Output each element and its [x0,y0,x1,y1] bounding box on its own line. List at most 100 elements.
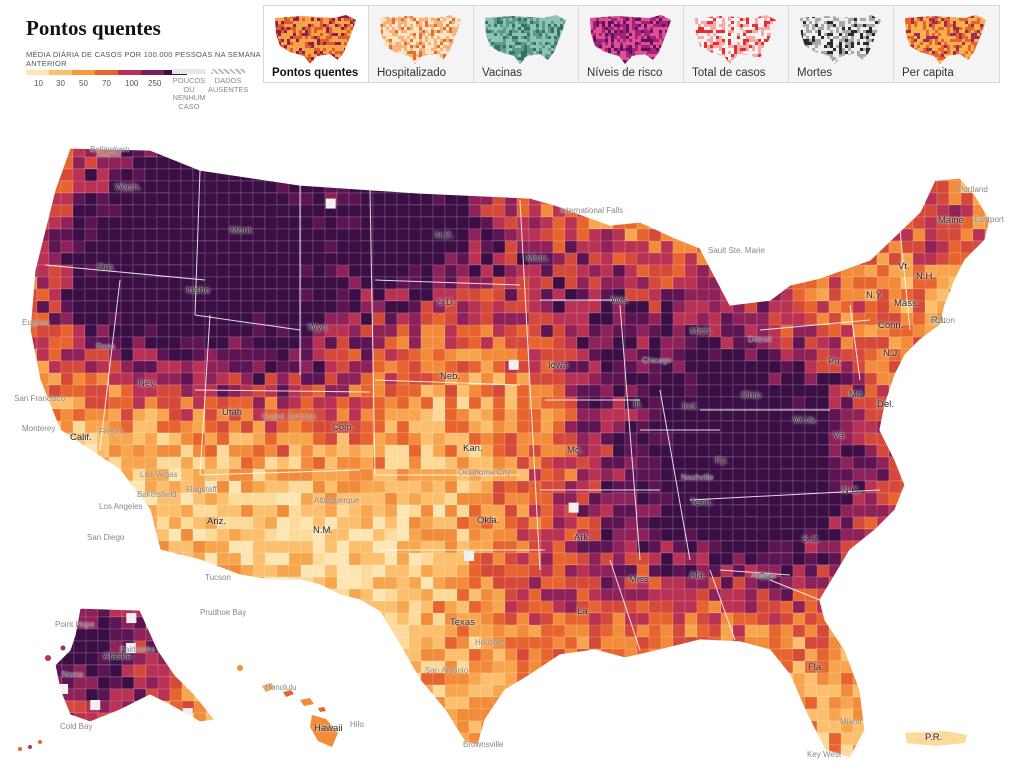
county-cell [384,528,398,542]
county-cell [636,732,662,746]
state-label: Ore. [97,262,116,273]
county-cell [960,756,974,758]
county-cell [912,744,926,758]
county-cell [30,204,38,218]
county-cell [984,624,990,638]
county-cell [720,264,734,278]
county-cell [924,372,950,386]
county-cell [528,156,542,170]
tab-mortes[interactable]: Mortes [789,6,894,82]
county-cell [876,264,890,278]
county-cell [997,421,1021,433]
county-cell [900,420,914,434]
county-cell [552,324,566,338]
county-cell [540,148,554,158]
county-cell [336,148,350,158]
county-cell [480,588,494,602]
county-cell [972,540,990,566]
county-cell [972,684,986,698]
county-cell [636,336,650,350]
county-cell [36,648,50,674]
county-cell [180,588,194,614]
county-cell [96,552,110,566]
county-cell [84,456,98,470]
tab-vacinas[interactable]: Vacinas [474,6,579,82]
county-cell [108,408,122,422]
county-cell [804,432,818,446]
county-cell [384,384,398,398]
county-cell [516,744,530,758]
county-cell [204,744,218,758]
county-cell [972,636,986,650]
county-cell [552,168,578,182]
county-cell [648,660,662,674]
tab-total-de-casos[interactable]: Total de casos [684,6,789,82]
county-cell [396,684,410,698]
county-cell [588,420,602,434]
county-cell [828,504,842,518]
county-cell [756,720,770,734]
county-cell [133,712,147,722]
county-cell [84,192,98,206]
county-cell [948,192,962,206]
county-cell [48,216,62,230]
county-cell [218,617,230,641]
county-cell [600,696,614,722]
county-cell [960,276,974,290]
county-cell [396,228,410,242]
county-cell [768,744,794,758]
county-cell [840,216,854,230]
county-cell [336,168,350,182]
tab-pontos-quentes[interactable]: Pontos quentes [264,6,369,82]
county-cell [840,456,854,470]
county-cell [600,528,614,542]
county-cell [997,745,1009,757]
county-cell [696,732,710,746]
county-cell [552,228,566,242]
us-county-map[interactable]: Wash. Ore. Calif. Nev. Idaho Mont. Wyo. Utah Ari… [0,130,1024,773]
county-cell [276,276,290,290]
county-cell [132,708,158,722]
county-cell [252,492,266,506]
county-cell [528,288,542,302]
tab-hospitalizado[interactable]: Hospitalizado [369,6,474,82]
county-cell [780,648,794,662]
county-cell [516,180,530,194]
tab-label: Vacinas [482,67,523,79]
county-cell [528,516,542,530]
county-cell [420,180,446,194]
county-cell [218,653,230,665]
county-cell [744,648,758,662]
county-cell [708,168,722,182]
county-cell [193,652,207,666]
county-cell [660,660,674,686]
county-cell [900,684,914,698]
map-view-tabs: Pontos quentes Hospitalizado Vacinas Níveis… [263,5,1000,83]
county-cell [276,252,290,266]
county-cell [852,516,866,530]
county-cell [948,396,974,410]
tab-n-veis-de-risco[interactable]: Níveis de risco [579,6,684,82]
county-cell [192,636,206,650]
county-cell [732,168,758,194]
county-cell [708,312,722,326]
state-label: Idaho [186,285,210,296]
tab-per-capita[interactable]: Per capita [894,6,999,82]
county-cell [660,756,686,758]
county-cell [480,612,494,626]
county-cell [852,696,866,710]
county-cell [168,168,182,182]
county-cell [552,528,566,542]
county-cell [744,492,758,506]
county-cell [588,264,602,278]
county-cell [804,372,818,386]
county-cell [312,648,326,674]
county-cell [876,624,902,638]
county-cell [432,348,446,362]
city-label: Honolulu [265,683,297,692]
county-cell [96,744,122,758]
county-cell [840,504,854,518]
county-cell [720,744,734,758]
county-cell [504,372,518,386]
county-cell [504,528,518,542]
